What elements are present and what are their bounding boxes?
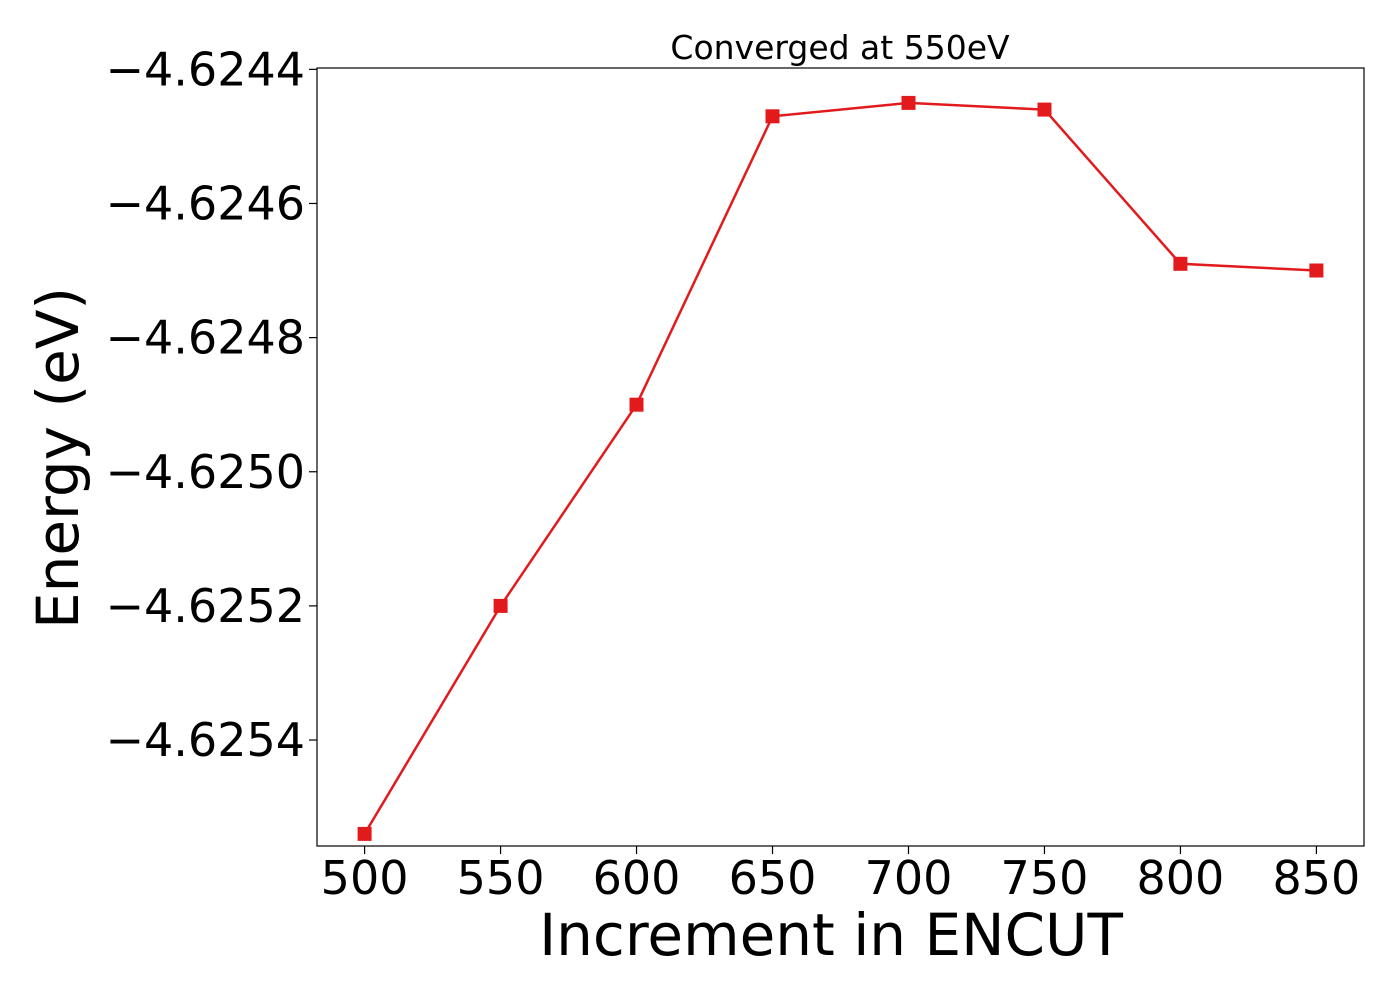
- x-tick-label: 600: [593, 851, 681, 905]
- x-tick-label: 850: [1273, 851, 1361, 905]
- data-point: [1173, 256, 1188, 271]
- data-point: [765, 109, 780, 124]
- x-tick-label: 800: [1137, 851, 1225, 905]
- x-tick-label: 750: [1001, 851, 1089, 905]
- y-tick-label: −4.6254: [106, 713, 306, 767]
- data-point: [493, 598, 508, 613]
- x-axis-label: Increment in ENCUT: [539, 901, 1123, 969]
- data-point: [1037, 102, 1052, 117]
- series-markers: [357, 95, 1324, 841]
- y-axis-label: Energy (eV): [24, 287, 92, 629]
- x-tick-label: 700: [865, 851, 953, 905]
- x-tick-label: 500: [321, 851, 409, 905]
- y-tick-label: −4.6250: [106, 445, 306, 499]
- data-point: [1309, 263, 1324, 278]
- plot-area: [316, 67, 1365, 847]
- series-line: [363, 101, 1317, 835]
- y-tick-label: −4.6248: [106, 311, 306, 365]
- x-tick-label: 550: [457, 851, 545, 905]
- y-tick-label: −4.6246: [106, 176, 306, 230]
- data-point: [357, 826, 372, 841]
- x-axis: 500 550 600 650 700 750 800 850: [321, 846, 1361, 905]
- data-point: [629, 397, 644, 412]
- y-tick-label: −4.6252: [106, 579, 306, 633]
- data-point: [901, 95, 916, 110]
- y-tick-label: −4.6244: [106, 42, 306, 96]
- y-axis: −4.6244 −4.6246 −4.6248 −4.6250 −4.6252 −4.62…: [106, 42, 317, 767]
- x-tick-label: 650: [729, 851, 817, 905]
- chart-title: Converged at 550eV: [670, 28, 1010, 67]
